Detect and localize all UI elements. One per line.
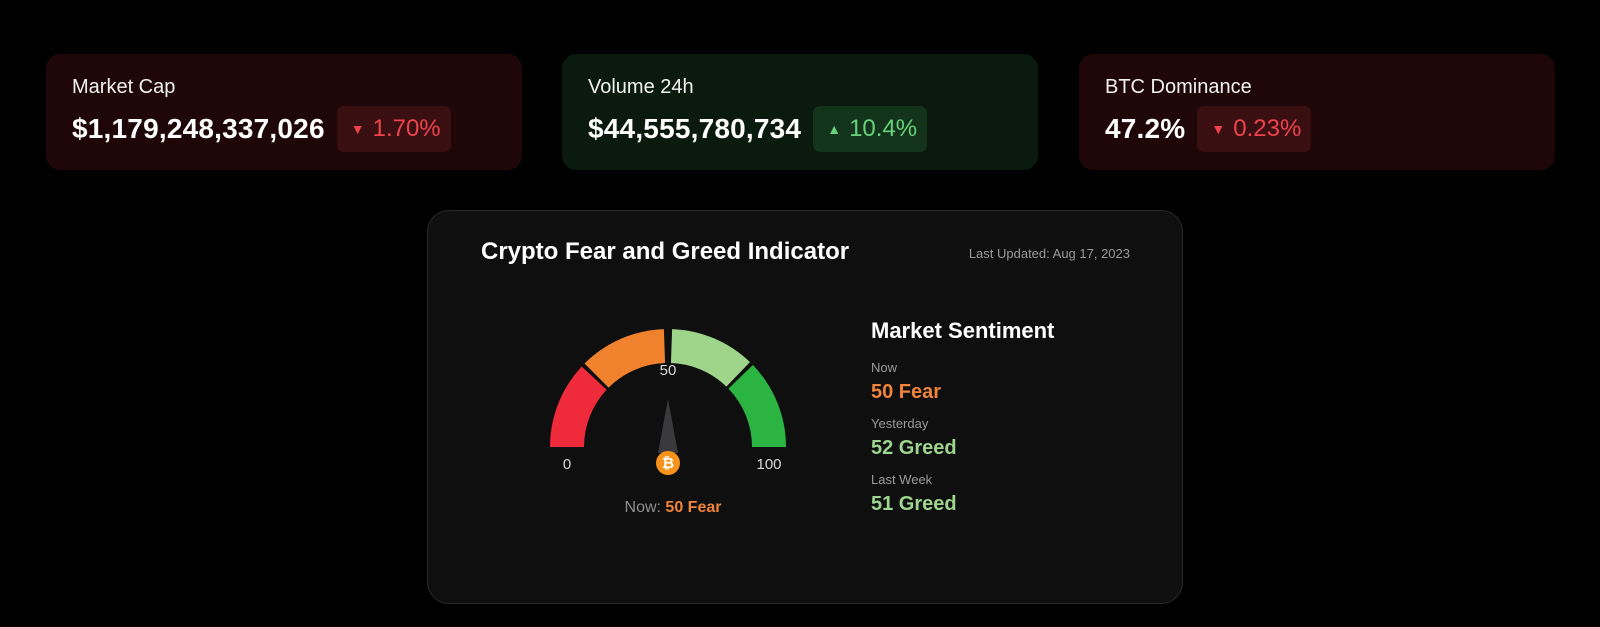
volume-card: Volume 24h $44,555,780,734 ▲ 10.4% <box>562 54 1038 170</box>
sentiment-now-value: 50 Fear <box>871 381 942 403</box>
triangle-up-icon: ▲ <box>827 121 842 137</box>
market-sentiment: Market Sentiment Now 50 Fear Yesterday 5… <box>871 318 1054 528</box>
gauge-segment-fear <box>584 329 666 388</box>
volume-change: 10.4% <box>849 115 918 142</box>
triangle-down-icon: ▼ <box>350 121 365 137</box>
svg-text:₿: ₿ <box>662 455 674 472</box>
now-caption-value: 50 Fear <box>665 499 722 516</box>
now-caption: Now: 50 Fear <box>428 499 918 517</box>
sentiment-last-week-label: Last Week <box>871 472 933 487</box>
gauge-min-label: 0 <box>563 456 571 473</box>
market-cap-value: $1,179,248,337,026 <box>72 113 325 144</box>
last-updated: Last Updated: Aug 17, 2023 <box>968 246 1130 261</box>
market-cap-label: Market Cap <box>72 76 176 98</box>
market-cap-change: 1.70% <box>372 115 441 142</box>
btc-dominance-value: 47.2% <box>1105 113 1186 144</box>
btc-dominance-change-badge: ▼ 0.23% <box>1197 106 1312 152</box>
gauge-segment-extreme-greed <box>728 365 786 447</box>
gauge-mid-label: 50 <box>660 362 677 379</box>
fear-greed-panel: Crypto Fear and Greed Indicator Last Upd… <box>427 210 1183 604</box>
gauge-segment-greed <box>670 329 750 387</box>
volume-label: Volume 24h <box>588 76 694 98</box>
now-caption-prefix: Now: <box>624 499 661 516</box>
fear-greed-gauge: 50 0 100 ₿ <box>550 329 786 475</box>
sentiment-yesterday-value: 52 Greed <box>871 437 957 459</box>
market-cap-change-badge: ▼ 1.70% <box>336 106 451 152</box>
btc-dominance-card: BTC Dominance 47.2% ▼ 0.23% <box>1079 54 1555 170</box>
gauge-needle <box>658 399 678 453</box>
sentiment-now-label: Now <box>871 360 898 375</box>
bitcoin-icon: ₿ <box>656 451 680 475</box>
volume-value: $44,555,780,734 <box>588 113 802 144</box>
gauge-segment-extreme-fear <box>550 366 607 447</box>
sentiment-now: Now 50 Fear <box>871 360 1054 404</box>
gauge-max-label: 100 <box>756 456 781 473</box>
sentiment-yesterday-label: Yesterday <box>871 416 929 431</box>
btc-dominance-change: 0.23% <box>1233 115 1302 142</box>
sentiment-yesterday: Yesterday 52 Greed <box>871 416 1054 460</box>
sentiment-title: Market Sentiment <box>871 318 1055 343</box>
volume-change-badge: ▲ 10.4% <box>813 106 928 152</box>
sentiment-last-week-value: 51 Greed <box>871 493 957 515</box>
btc-dominance-label: BTC Dominance <box>1105 76 1252 98</box>
triangle-down-icon: ▼ <box>1211 121 1226 137</box>
sentiment-last-week: Last Week 51 Greed <box>871 472 1054 516</box>
panel-title: Crypto Fear and Greed Indicator <box>481 238 850 265</box>
market-cap-card: Market Cap $1,179,248,337,026 ▼ 1.70% <box>46 54 522 170</box>
